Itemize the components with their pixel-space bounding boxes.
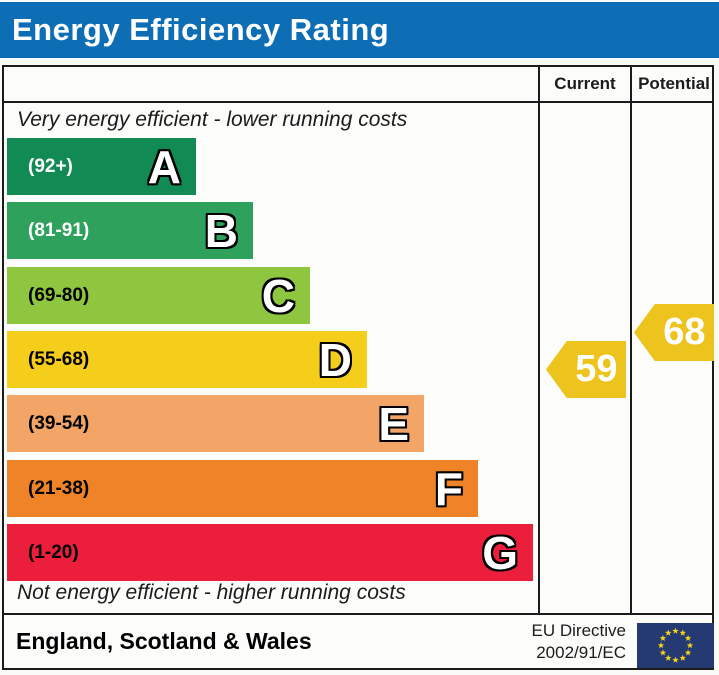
- band-range-label: (92+): [28, 155, 73, 177]
- band-range-label: (21-38): [28, 477, 90, 499]
- band-F: (21-38) F: [7, 460, 478, 517]
- band-A: (92+) A: [7, 138, 196, 195]
- bottom-note: Not energy efficient - higher running co…: [17, 581, 406, 604]
- current-column-header: Current: [554, 74, 616, 93]
- page-title: Energy Efficiency Rating: [12, 12, 390, 47]
- eu-directive-line1: EU Directive: [531, 620, 626, 640]
- band-letter: E: [378, 397, 409, 450]
- band-B: (81-91) B: [7, 202, 253, 259]
- rating-table: Current Potential Very energy efficient …: [2, 65, 714, 670]
- header-divider: [4, 101, 712, 103]
- top-note: Very energy efficient - lower running co…: [17, 108, 408, 131]
- potential-rating-arrow: 68: [634, 304, 714, 361]
- band-letter: B: [204, 204, 238, 257]
- current-rating-value: 59: [575, 348, 618, 390]
- eu-flag-icon: [637, 623, 714, 668]
- band-letter: D: [318, 333, 352, 386]
- footer-region-label: England, Scotland & Wales: [16, 628, 312, 654]
- title-bar: Energy Efficiency Rating: [0, 2, 719, 58]
- eu-flag-svg: [637, 623, 714, 668]
- band-range-label: (55-68): [28, 348, 90, 370]
- band-range-label: (39-54): [28, 412, 90, 434]
- band-letter: A: [147, 140, 181, 193]
- band-range-label: (81-91): [28, 219, 90, 241]
- eu-directive-line2: 2002/91/EC: [536, 642, 626, 662]
- current-rating-arrow: 59: [546, 341, 626, 398]
- potential-column-header: Potential: [638, 74, 710, 93]
- band-range-label: (1-20): [28, 541, 79, 563]
- current-column-divider: [538, 67, 540, 615]
- band-G: (1-20) G: [7, 524, 533, 581]
- band-C: (69-80) C: [7, 267, 310, 324]
- potential-rating-value: 68: [663, 311, 706, 353]
- band-D: (55-68) D: [7, 331, 367, 388]
- footer-divider: [4, 613, 712, 615]
- band-letter: G: [482, 526, 518, 579]
- eu-directive-label: EU Directive 2002/91/EC: [532, 615, 626, 668]
- band-letter: C: [261, 269, 295, 322]
- potential-column-divider: [630, 67, 632, 615]
- band-E: (39-54) E: [7, 395, 424, 452]
- band-letter: F: [434, 462, 463, 515]
- band-range-label: (69-80): [28, 284, 90, 306]
